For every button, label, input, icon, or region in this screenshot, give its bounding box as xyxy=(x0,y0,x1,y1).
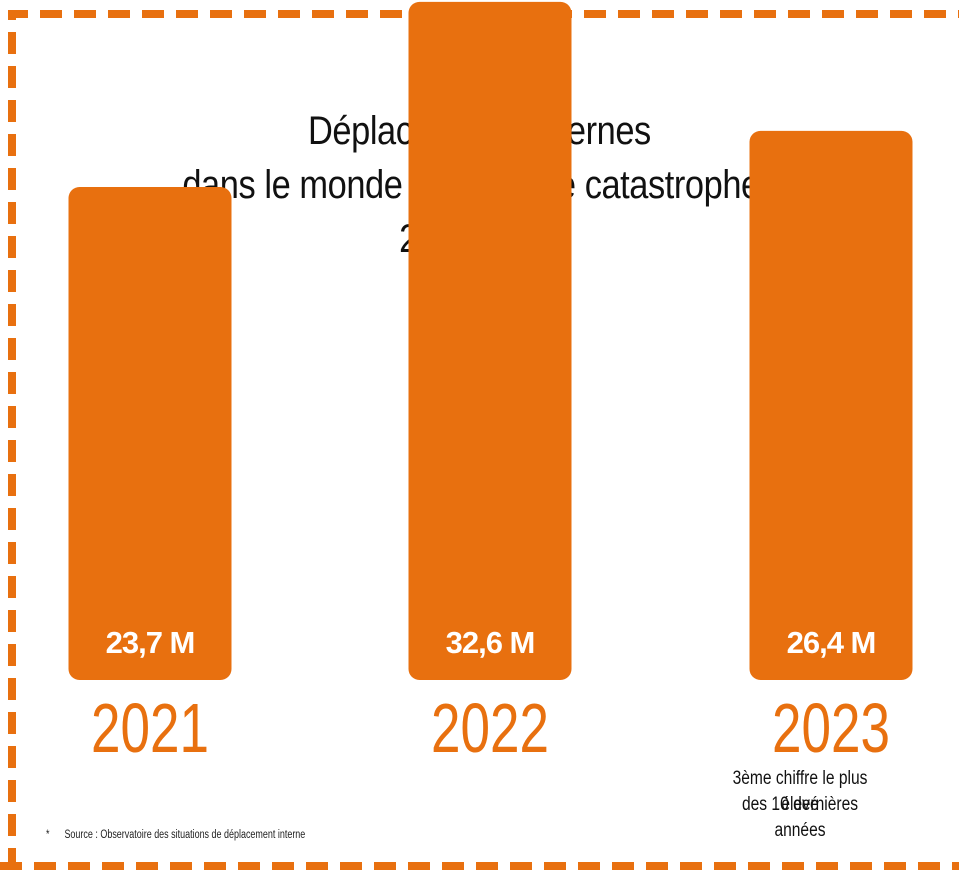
annotation-line-2: des 10 dernières années xyxy=(718,792,882,844)
category-label-2021: 2021 xyxy=(91,689,209,767)
source-note: * Source : Observatoire des situations d… xyxy=(46,829,305,841)
bar-2021 xyxy=(69,187,232,680)
value-label-2022: 32,6 M xyxy=(446,625,535,660)
value-label-2023: 26,4 M xyxy=(787,625,876,660)
value-label-2021: 23,7 M xyxy=(106,625,195,660)
source-marker: * xyxy=(46,829,49,841)
bar-2022 xyxy=(409,2,572,680)
source-text: Source : Observatoire des situations de … xyxy=(64,829,305,841)
bar-2023 xyxy=(750,131,913,680)
category-label-2023: 2023 xyxy=(772,689,890,767)
category-label-2022: 2022 xyxy=(431,689,549,767)
